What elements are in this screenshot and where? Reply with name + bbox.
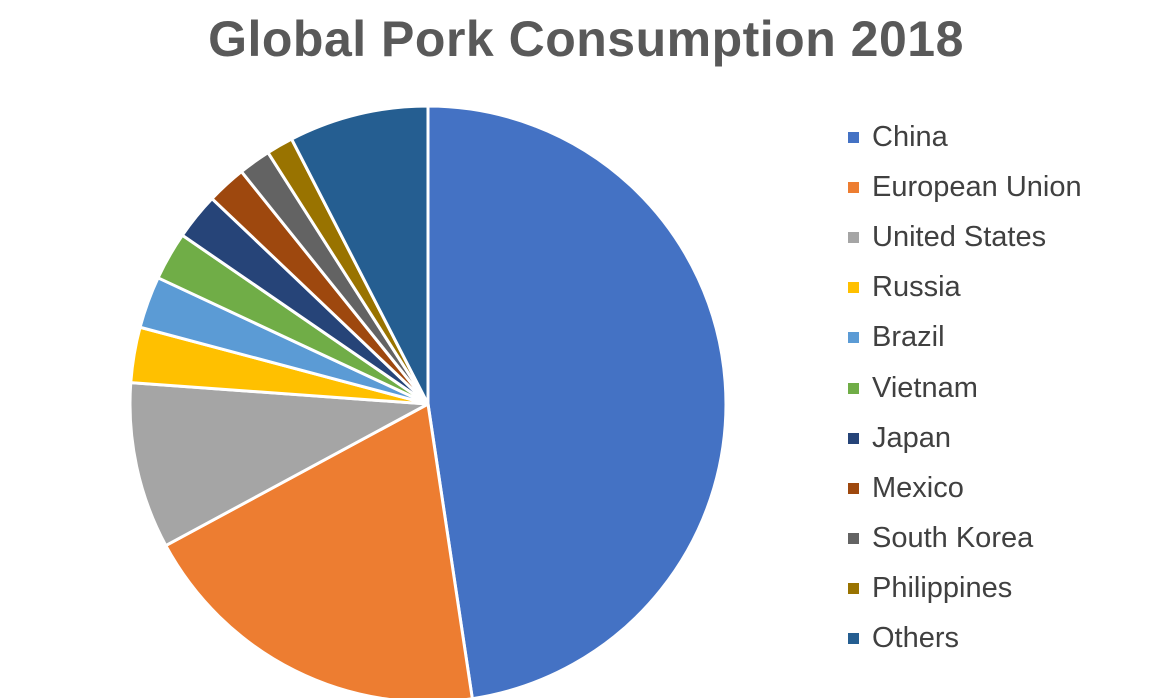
- chart-legend: China European Union United States Russia Br…: [848, 112, 1168, 664]
- legend-item-others: Others: [848, 614, 1168, 664]
- legend-item-brazil: Brazil: [848, 313, 1168, 363]
- legend-item-united-states: United States: [848, 212, 1168, 262]
- legend-label-european-union: European Union: [872, 170, 1082, 203]
- legend-swatch-japan: [848, 432, 859, 444]
- legend-item-mexico: Mexico: [848, 463, 1168, 513]
- pie-slice-european-union: [164, 402, 474, 698]
- legend-label-vietnam: Vietnam: [872, 371, 978, 404]
- legend-label-others: Others: [872, 622, 960, 655]
- legend-label-south-korea: South Korea: [872, 522, 1034, 555]
- legend-label-philippines: Philippines: [872, 572, 1013, 605]
- legend-swatch-south-korea: [848, 533, 859, 545]
- legend-label-mexico: Mexico: [872, 471, 964, 504]
- legend-item-vietnam: Vietnam: [848, 363, 1168, 413]
- legend-swatch-united-states: [848, 231, 859, 243]
- chart-title: Global Pork Consumption 2018: [208, 11, 964, 67]
- legend-swatch-vietnam: [848, 382, 859, 394]
- pie-slice-others: [290, 104, 430, 406]
- legend-label-brazil: Brazil: [872, 321, 945, 354]
- legend-item-philippines: Philippines: [848, 564, 1168, 614]
- legend-label-russia: Russia: [872, 271, 961, 304]
- legend-swatch-european-union: [848, 181, 859, 193]
- pie-slice-united-states: [128, 381, 430, 548]
- pie-slice-china: [426, 104, 728, 698]
- legend-label-japan: Japan: [872, 421, 952, 454]
- legend-label-united-states: United States: [872, 220, 1047, 253]
- legend-item-japan: Japan: [848, 413, 1168, 463]
- legend-item-russia: Russia: [848, 263, 1168, 313]
- legend-item-european-union: European Union: [848, 162, 1168, 212]
- legend-swatch-philippines: [848, 583, 859, 595]
- legend-swatch-russia: [848, 282, 859, 294]
- legend-swatch-china: [848, 131, 859, 143]
- legend-swatch-others: [848, 633, 859, 645]
- legend-swatch-brazil: [848, 332, 859, 344]
- legend-item-south-korea: South Korea: [848, 514, 1168, 564]
- legend-swatch-mexico: [848, 482, 859, 494]
- legend-label-china: China: [872, 120, 948, 153]
- legend-item-china: China: [848, 112, 1168, 162]
